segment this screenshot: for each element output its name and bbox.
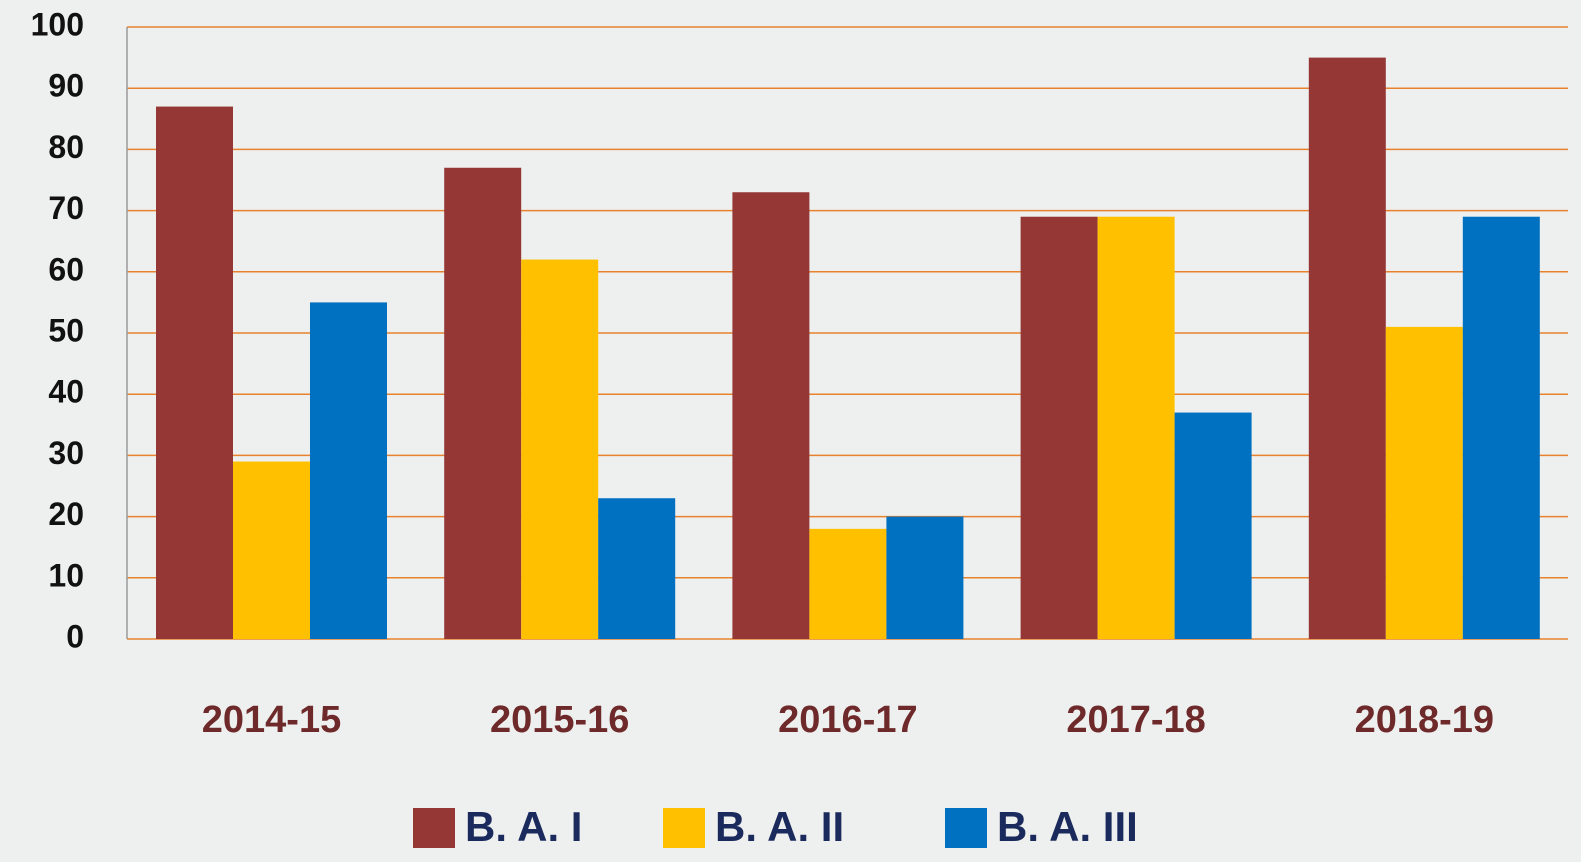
y-tick-label: 10 [48,557,84,593]
y-tick-label: 0 [66,618,84,654]
legend-swatch [945,808,987,848]
bar [156,106,233,639]
x-tick-label: 2018-19 [1355,699,1494,741]
y-tick-label: 50 [48,312,84,348]
bar [1308,57,1386,640]
x-tick-label: 2014-15 [202,699,341,741]
bar [732,192,810,640]
y-tick-label: 80 [48,129,84,165]
y-tick-label: 90 [48,68,84,104]
bar [809,528,887,639]
legend-label: B. A. II [715,803,844,850]
x-tick-label: 2017-18 [1066,699,1205,741]
bar [886,516,964,639]
x-tick-label: 2015-16 [490,699,629,741]
bar [1174,412,1252,639]
legend-swatch [663,808,705,848]
legend-label: B. A. III [997,803,1138,850]
legend-swatch [413,808,455,848]
y-tick-label: 60 [48,251,84,287]
bar [1020,216,1098,639]
bar [1097,216,1175,639]
bar [233,461,310,639]
bar [1385,326,1463,639]
bar [1462,216,1540,639]
y-tick-label: 20 [48,496,84,532]
y-tick-label: 40 [48,374,84,410]
bar [521,259,599,639]
bar [598,498,676,639]
y-tick-label: 70 [48,190,84,226]
bar [310,302,387,639]
bar [444,167,522,639]
legend-label: B. A. I [465,803,582,850]
x-tick-label: 2016-17 [778,699,917,741]
y-tick-label: 30 [48,435,84,471]
y-tick-label: 100 [31,6,84,42]
